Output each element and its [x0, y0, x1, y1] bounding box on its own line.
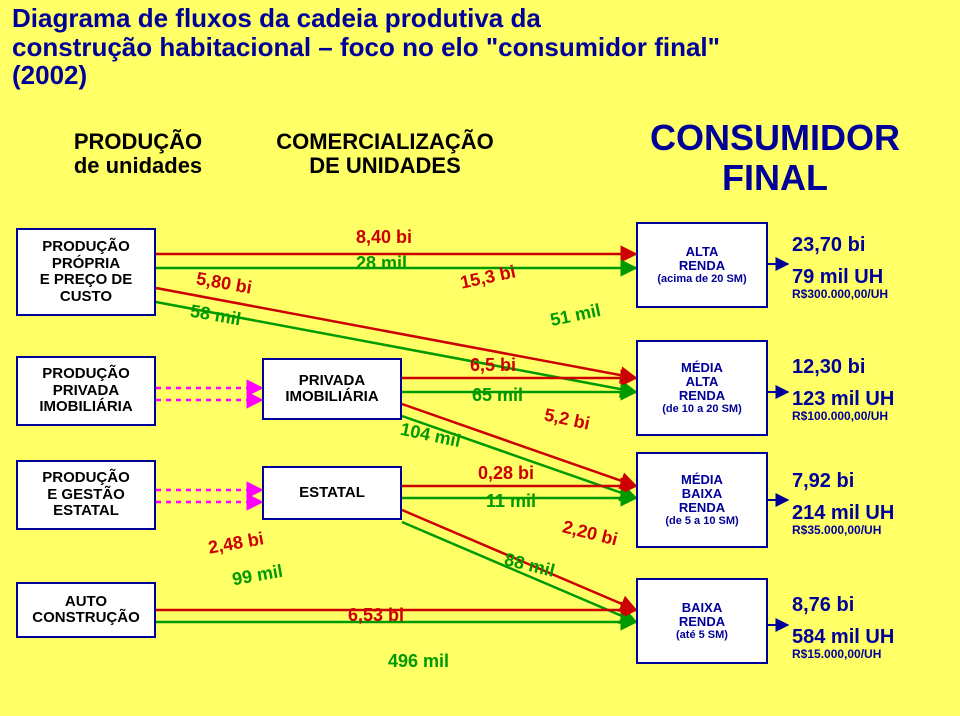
r3l3: RENDA	[665, 501, 738, 515]
diagram-title: Diagrama de fluxos da cadeia produtiva d…	[12, 4, 720, 90]
lbl-840bi: 8,40 bi	[356, 228, 412, 247]
o2rate: R$100.000,00/UH	[792, 410, 894, 423]
o4uh: 584 mil UH	[792, 626, 894, 648]
b4l2: CONSTRUÇÃO	[32, 610, 140, 627]
o1rate: R$300.000,00/UH	[792, 288, 888, 301]
o3uh: 214 mil UH	[792, 502, 894, 524]
lbl-220bi: 2,20 bi	[561, 518, 620, 550]
box-media-alta-renda: MÉDIA ALTA RENDA (de 10 a 20 SM)	[636, 340, 768, 436]
r1l2: RENDA	[657, 259, 746, 273]
column-header-production: PRODUÇÃO de unidades	[38, 130, 238, 178]
box-baixa-renda: BAIXA RENDA (até 5 SM)	[636, 578, 768, 664]
output-baixa: 8,76 bi 584 mil UH R$15.000,00/UH	[792, 594, 894, 661]
output-media-alta: 12,30 bi 123 mil UH R$100.000,00/UH	[792, 356, 894, 423]
colhead3-l1: CONSUMIDOR	[610, 118, 940, 158]
o4rate: R$15.000,00/UH	[792, 648, 894, 661]
lbl-496mil: 496 mil	[388, 652, 449, 671]
r4l1: BAIXA	[676, 601, 728, 615]
o4bi: 8,76 bi	[792, 594, 894, 616]
o3bi: 7,92 bi	[792, 470, 894, 492]
m1l1: PRIVADA	[285, 373, 378, 390]
column-header-consumer: CONSUMIDOR FINAL	[610, 118, 940, 197]
title-line3: (2002)	[12, 61, 720, 90]
r3l1: MÉDIA	[665, 473, 738, 487]
output-alta: 23,70 bi 79 mil UH R$300.000,00/UH	[792, 234, 888, 301]
b1l4: CUSTO	[40, 289, 133, 306]
colhead1-l1: PRODUÇÃO	[38, 130, 238, 154]
r4l3: (até 5 SM)	[676, 629, 728, 641]
box-producao-propria: PRODUÇÃO PRÓPRIA E PREÇO DE CUSTO	[16, 228, 156, 316]
o1bi: 23,70 bi	[792, 234, 888, 256]
r3l2: BAIXA	[665, 487, 738, 501]
lbl-248bi: 2,48 bi	[207, 529, 265, 557]
o3rate: R$35.000,00/UH	[792, 524, 894, 537]
box-auto-construcao: AUTO CONSTRUÇÃO	[16, 582, 156, 638]
lbl-65mil: 65 mil	[472, 386, 523, 405]
r4l2: RENDA	[676, 615, 728, 629]
b3l1: PRODUÇÃO	[42, 470, 130, 487]
lbl-58mil: 58 mil	[189, 302, 243, 329]
colhead2-l2: DE UNIDADES	[250, 154, 520, 178]
lbl-580bi: 5,80 bi	[195, 269, 253, 297]
r2l2: ALTA	[662, 375, 741, 389]
lbl-028bi: 0,28 bi	[478, 464, 534, 483]
b2l3: IMOBILIÁRIA	[39, 399, 132, 416]
title-line2: construção habitacional – foco no elo "c…	[12, 33, 720, 62]
r1l3: (acima de 20 SM)	[657, 273, 746, 285]
b3l3: ESTATAL	[42, 503, 130, 520]
lbl-88mil: 88 mil	[502, 550, 556, 581]
box-producao-estatal: PRODUÇÃO E GESTÃO ESTATAL	[16, 460, 156, 530]
o2uh: 123 mil UH	[792, 388, 894, 410]
lbl-11mil: 11 mil	[486, 492, 536, 511]
lbl-99mil: 99 mil	[231, 562, 285, 589]
lbl-28mil: 28 mil	[356, 254, 407, 273]
lbl-153bi: 15,3 bi	[459, 262, 518, 292]
m1l2: IMOBILIÁRIA	[285, 389, 378, 406]
b3l2: E GESTÃO	[42, 487, 130, 504]
lbl-52bi: 5,2 bi	[543, 405, 592, 433]
box-mid-privada: PRIVADA IMOBILIÁRIA	[262, 358, 402, 420]
colhead1-l2: de unidades	[38, 154, 238, 178]
output-media-baixa: 7,92 bi 214 mil UH R$35.000,00/UH	[792, 470, 894, 537]
box-mid-estatal: ESTATAL	[262, 466, 402, 520]
lbl-653bi: 6,53 bi	[348, 606, 404, 625]
lbl-51mil: 51 mil	[549, 301, 603, 330]
b1l3: E PREÇO DE	[40, 272, 133, 289]
r2l4: (de 10 a 20 SM)	[662, 403, 741, 415]
r2l1: MÉDIA	[662, 361, 741, 375]
b2l2: PRIVADA	[39, 383, 132, 400]
lbl-104mil: 104 mil	[399, 420, 463, 451]
box-producao-privada: PRODUÇÃO PRIVADA IMOBILIÁRIA	[16, 356, 156, 426]
r2l3: RENDA	[662, 389, 741, 403]
box-alta-renda: ALTA RENDA (acima de 20 SM)	[636, 222, 768, 308]
title-line1: Diagrama de fluxos da cadeia produtiva d…	[12, 4, 720, 33]
colhead3-l2: FINAL	[610, 158, 940, 198]
o2bi: 12,30 bi	[792, 356, 894, 378]
column-header-commercialization: COMERCIALIZAÇÃO DE UNIDADES	[250, 130, 520, 178]
b1l2: PRÓPRIA	[40, 256, 133, 273]
r3l4: (de 5 a 10 SM)	[665, 515, 738, 527]
box-media-baixa-renda: MÉDIA BAIXA RENDA (de 5 a 10 SM)	[636, 452, 768, 548]
b1l1: PRODUÇÃO	[40, 239, 133, 256]
r1l1: ALTA	[657, 245, 746, 259]
b2l1: PRODUÇÃO	[39, 366, 132, 383]
m2l1: ESTATAL	[299, 485, 365, 502]
o1uh: 79 mil UH	[792, 266, 888, 288]
lbl-65bi: 6,5 bi	[470, 356, 516, 375]
colhead2-l1: COMERCIALIZAÇÃO	[250, 130, 520, 154]
b4l1: AUTO	[32, 594, 140, 611]
